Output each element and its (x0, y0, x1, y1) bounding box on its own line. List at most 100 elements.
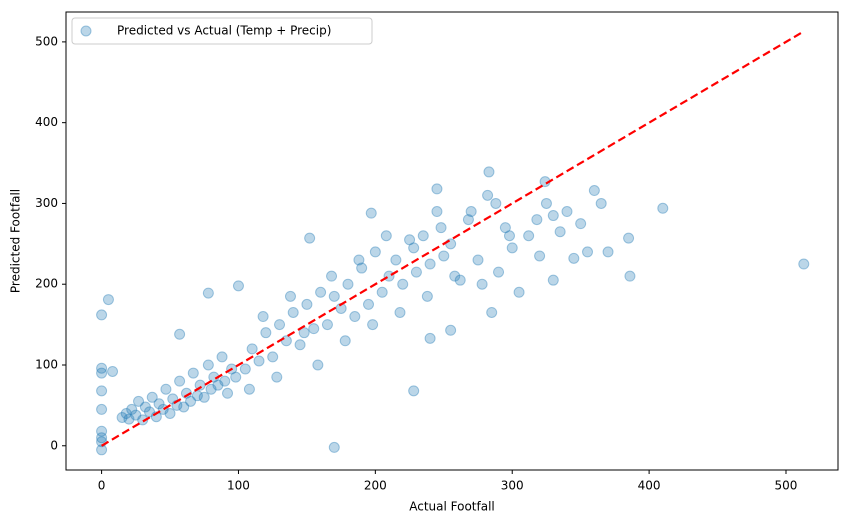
scatter-point (595, 197, 607, 209)
scatter-point (219, 375, 231, 387)
scatter-point (540, 197, 552, 209)
scatter-point (96, 425, 108, 437)
scatter-point (146, 391, 158, 403)
scatter-point (339, 335, 351, 347)
scatter-point (308, 323, 320, 335)
scatter-point (267, 351, 279, 363)
scatter-point (232, 280, 244, 292)
scatter-point (96, 385, 108, 397)
scatter-point (588, 185, 600, 197)
legend-box (71, 17, 373, 45)
scatter-point (376, 286, 388, 298)
x-tick-label: 100 (227, 479, 250, 493)
scatter-point (107, 365, 119, 377)
scatter-point (139, 401, 151, 413)
scatter-point (482, 189, 494, 201)
scatter-point (454, 274, 466, 286)
x-tick-label: 300 (501, 479, 524, 493)
scatter-point (198, 391, 210, 403)
scatter-point (116, 411, 128, 423)
reference-line (101, 30, 805, 447)
scatter-point (431, 183, 443, 195)
scatter-point (394, 306, 406, 318)
scatter-point (435, 222, 447, 234)
x-tick-label: 400 (638, 479, 661, 493)
scatter-point (96, 367, 108, 379)
scatter-point (390, 254, 402, 266)
scatter-point (328, 441, 340, 453)
scatter-point (191, 390, 203, 402)
scatter-point (513, 286, 525, 298)
scatter-point (404, 234, 416, 246)
scatter-point (424, 332, 436, 344)
scatter-point (410, 266, 422, 278)
scatter-point (123, 413, 135, 425)
y-axis-label: Predicted Footfall (9, 189, 23, 293)
scatter-point (137, 414, 149, 426)
plot-frame (65, 11, 839, 471)
scatter-point (657, 202, 669, 214)
scatter-point (367, 319, 379, 331)
scatter-point (287, 306, 299, 318)
scatter-point (180, 387, 192, 399)
scatter-point (205, 383, 217, 395)
scatter-point (547, 274, 559, 286)
scatter-point (284, 290, 296, 302)
scatter-point (174, 375, 186, 387)
scatter-point (96, 432, 108, 444)
scatter-point (798, 258, 810, 270)
scatter-point (274, 319, 286, 331)
scatter-point (243, 383, 255, 395)
scatter-point (462, 214, 474, 226)
scatter-point (230, 371, 242, 383)
scatter-point (408, 385, 420, 397)
scatter-point (222, 387, 234, 399)
scatter-point (312, 359, 324, 371)
scatter-point (408, 242, 420, 254)
scatter-point (202, 359, 214, 371)
scatter-point (417, 230, 429, 242)
scatter-point (301, 298, 313, 310)
scatter-point (239, 363, 251, 375)
scatter-point (356, 262, 368, 274)
scatter-point (568, 252, 580, 264)
scatter-point (178, 401, 190, 413)
scatter-point (561, 206, 573, 218)
x-axis-label: Actual Footfall (409, 500, 495, 514)
scatter-point (294, 339, 306, 351)
scatter-point (363, 298, 375, 310)
y-tick-label: 0 (50, 438, 58, 452)
scatter-point (130, 409, 142, 421)
scatter-point (342, 278, 354, 290)
scatter-point (449, 270, 461, 282)
legend-marker (80, 25, 92, 37)
scatter-point (369, 246, 381, 258)
scatter-point (257, 311, 269, 323)
scatter-point (120, 407, 132, 419)
scatter-point (102, 294, 114, 306)
y-tick-label: 400 (35, 115, 58, 129)
scatter-point (328, 290, 340, 302)
scatter-point (298, 327, 310, 339)
scatter-point (349, 311, 361, 323)
scatter-point (202, 287, 214, 299)
scatter-point (187, 367, 199, 379)
scatter-point (490, 197, 502, 209)
x-tick-label: 0 (98, 479, 106, 493)
scatter-point (624, 270, 636, 282)
scatter-point (547, 210, 559, 222)
scatter-point (534, 250, 546, 262)
scatter-point (96, 362, 108, 374)
scatter-point (212, 379, 224, 391)
scatter-point (185, 395, 197, 407)
scatter-point (397, 278, 409, 290)
scatter-point (380, 230, 392, 242)
scatter-point (246, 343, 258, 355)
scatter-point (499, 222, 511, 234)
scatter-point (383, 270, 395, 282)
y-tick-label: 300 (35, 196, 58, 210)
scatter-point (445, 324, 457, 336)
scatter-point (523, 230, 535, 242)
y-tick-label: 100 (35, 357, 58, 371)
